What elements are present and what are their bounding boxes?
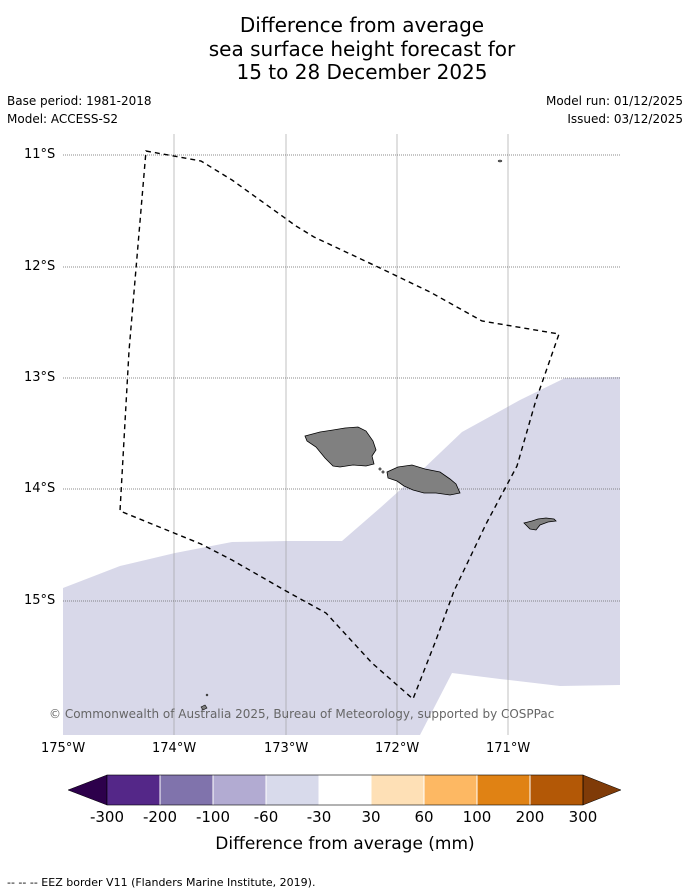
colorbar-tick: -100 bbox=[195, 808, 231, 826]
eez-legend-note: -- -- -- EEZ border V11 (Flanders Marine… bbox=[7, 876, 316, 889]
southwest-islet bbox=[200, 704, 208, 711]
colorbar-tick: 100 bbox=[462, 808, 492, 826]
lon-label-174w: 174°W bbox=[152, 741, 197, 756]
colorbar-bin-7 bbox=[424, 775, 477, 805]
title-line-3: 15 to 28 December 2025 bbox=[236, 60, 488, 84]
base-period: Base period: 1981-2018 bbox=[7, 94, 152, 108]
title-line-1: Difference from average bbox=[239, 13, 485, 37]
lon-label-171w: 171°W bbox=[486, 741, 531, 756]
colorbar bbox=[67, 774, 622, 806]
colorbar-bin-2 bbox=[160, 775, 213, 805]
lat-label-14s: 14°S bbox=[24, 481, 56, 496]
tutuila-island bbox=[523, 517, 557, 531]
map-title: Difference from average sea surface heig… bbox=[0, 13, 690, 85]
anomaly-region bbox=[63, 377, 620, 735]
apolima-islet bbox=[378, 467, 382, 471]
savaii-island bbox=[304, 426, 377, 468]
copyright-notice: © Commonwealth of Australia 2025, Bureau… bbox=[49, 707, 555, 721]
lat-label-12s: 12°S bbox=[24, 259, 56, 274]
lat-label-13s: 13°S bbox=[24, 370, 56, 385]
lon-label-173w: 173°W bbox=[264, 741, 309, 756]
colorbar-bin-5 bbox=[319, 775, 371, 805]
upolu-island bbox=[386, 464, 461, 496]
colorbar-bin-1 bbox=[107, 775, 160, 805]
lon-label-175w: 175°W bbox=[41, 741, 86, 756]
colorbar-tick: -60 bbox=[253, 808, 279, 826]
colorbar-tick: -300 bbox=[89, 808, 125, 826]
colorbar-tick: 200 bbox=[515, 808, 545, 826]
colorbar-tick: 60 bbox=[414, 808, 434, 826]
model-run: Model run: 01/12/2025 bbox=[545, 94, 683, 108]
issued-date: Issued: 03/12/2025 bbox=[567, 112, 683, 126]
northern-islet bbox=[497, 159, 503, 163]
gridlines bbox=[173, 134, 509, 735]
colorbar-bin-8 bbox=[477, 775, 530, 805]
manono-islet bbox=[381, 470, 385, 474]
lat-label-11s: 11°S bbox=[24, 147, 56, 162]
colorbar-tick: -30 bbox=[306, 808, 332, 826]
colorbar-tick: 300 bbox=[568, 808, 598, 826]
colorbar-bin-3 bbox=[213, 775, 266, 805]
lat-gridlines bbox=[63, 154, 620, 602]
title-line-2: sea surface height forecast for bbox=[208, 36, 516, 61]
lat-label-15s: 15°S bbox=[24, 593, 56, 608]
colorbar-tick: 30 bbox=[361, 808, 381, 826]
colorbar-bin-6 bbox=[371, 775, 424, 805]
colorbar-tick: -200 bbox=[142, 808, 178, 826]
colorbar-bin-9 bbox=[530, 775, 583, 805]
lon-label-172w: 172°W bbox=[375, 741, 420, 756]
colorbar-title: Difference from average (mm) bbox=[215, 834, 475, 854]
colorbar-extend-low bbox=[67, 774, 108, 806]
model-name: Model: ACCESS-S2 bbox=[7, 112, 119, 126]
southwest-islet-dot bbox=[205, 693, 209, 697]
colorbar-extend-high bbox=[582, 774, 622, 806]
colorbar-bin-4 bbox=[266, 775, 319, 805]
